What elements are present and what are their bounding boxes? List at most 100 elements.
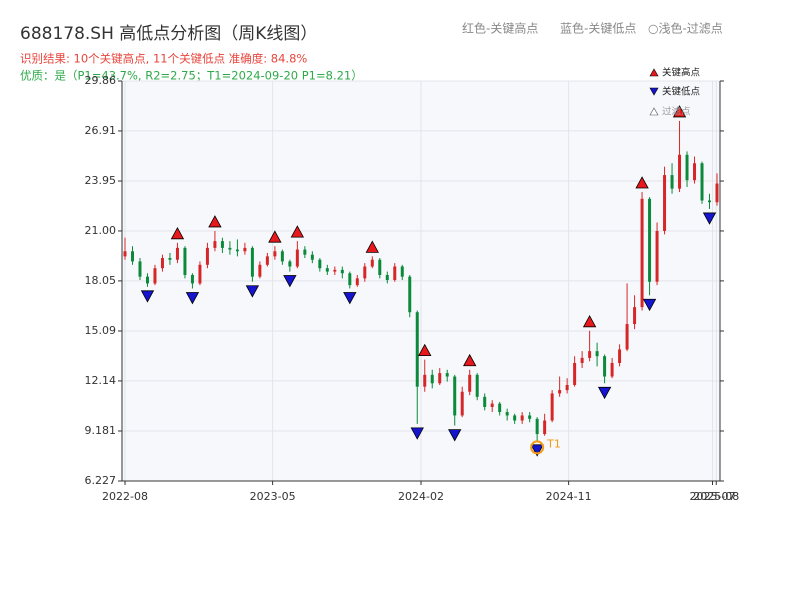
candle-body: [123, 251, 127, 257]
candle-body: [565, 384, 569, 391]
candle-body: [700, 163, 704, 201]
y-tick-label: 12.14: [85, 374, 117, 387]
key-high-marker: [463, 353, 477, 367]
candle-body: [370, 259, 374, 267]
candle-body: [340, 269, 344, 274]
candle-body: [280, 251, 284, 262]
subtitle: 识别结果: 10个关键高点, 11个关键低点 准确度: 84.8%: [20, 52, 307, 66]
candle-body: [468, 374, 472, 392]
key-low-marker: [410, 427, 424, 440]
candle-body: [183, 247, 187, 275]
candle-body: [205, 247, 209, 265]
candle-body: [168, 258, 172, 260]
legend-high-icon: [649, 68, 659, 77]
candle-body: [663, 175, 667, 231]
y-tick-label: 9.181: [85, 424, 117, 437]
candle-body: [378, 259, 382, 275]
candle-body: [198, 264, 202, 284]
y-tick-label: 18.05: [85, 274, 117, 287]
candle-body: [580, 357, 584, 363]
key-low-marker: [702, 212, 717, 225]
candle-body: [228, 247, 232, 250]
y-tick-label: 23.95: [85, 174, 117, 187]
legend-label: 过滤点: [662, 106, 691, 118]
candle-body: [295, 249, 299, 267]
candle-body: [573, 362, 577, 385]
candle-body: [325, 268, 329, 272]
key-high-marker: [290, 225, 305, 238]
candle-body: [460, 391, 464, 416]
key-high-marker: [418, 343, 432, 356]
candle-body: [243, 247, 247, 252]
candle-body: [715, 183, 719, 203]
candle-body: [678, 154, 682, 189]
x-tick-label: 2024-11: [546, 490, 592, 503]
candle-body: [363, 266, 367, 279]
chart-title: 688178.SH 高低点分析图（周K线图）: [20, 24, 317, 44]
candle-body: [655, 230, 659, 282]
y-tick-label: 21.00: [85, 224, 117, 237]
candle-body: [610, 362, 614, 377]
y-tick-label: 6.227: [85, 474, 117, 487]
candle-body: [625, 324, 629, 350]
candle-body: [445, 373, 449, 377]
t1-label: T1: [546, 437, 561, 450]
key-low-marker: [343, 292, 357, 305]
candle-body: [520, 415, 524, 421]
legend-label: 关键高点: [662, 67, 701, 79]
top-legend: 红色-关键高点: [462, 21, 538, 36]
candle-body: [505, 412, 509, 416]
candle-body: [160, 258, 164, 269]
candle-body: [618, 349, 622, 363]
candle-body: [535, 418, 539, 435]
y-tick-label: 29.86: [85, 74, 117, 87]
candle-body: [633, 307, 637, 325]
top-legend: ○浅色-过滤点: [648, 22, 723, 36]
key-low-marker: [185, 292, 200, 305]
candle-body: [483, 396, 487, 407]
t1-marker: [530, 440, 545, 455]
candle-body: [303, 249, 307, 255]
candle-body: [355, 278, 359, 286]
y-tick-label: 26.91: [85, 124, 117, 137]
candle-body: [265, 256, 269, 265]
candle-body: [213, 241, 217, 248]
candle-body: [310, 254, 314, 260]
candle-body: [588, 351, 592, 358]
candle-body: [603, 356, 607, 377]
key-low-marker: [283, 275, 297, 288]
candle-body: [408, 276, 412, 313]
candle-body: [670, 175, 674, 189]
candle-body: [550, 393, 554, 421]
key-high-marker: [365, 240, 379, 253]
key-high-marker: [635, 176, 649, 189]
candle-body: [558, 390, 562, 394]
x-tick-label: 2025-08: [693, 490, 739, 503]
candle-body: [528, 415, 532, 419]
candle-body: [513, 415, 517, 421]
x-tick-label: 2022-08: [102, 490, 148, 503]
y-tick-label: 15.09: [85, 324, 117, 337]
candle-body: [498, 403, 502, 413]
candle-body: [220, 241, 224, 248]
candle-body: [693, 163, 697, 181]
candle-body: [348, 273, 352, 286]
candle-body: [648, 198, 652, 282]
candle-body: [415, 312, 419, 387]
top-legend: 蓝色-关键低点: [560, 22, 636, 36]
candle-body: [138, 261, 142, 277]
legend-label: 关键低点: [662, 86, 701, 98]
candle-body: [288, 261, 292, 267]
candle-body: [333, 269, 337, 272]
key-high-marker: [268, 230, 282, 243]
candle-body: [708, 200, 712, 203]
key-low-marker: [642, 298, 657, 312]
candle-body: [475, 374, 479, 397]
candle-body: [438, 373, 442, 384]
key-low-marker: [597, 386, 612, 400]
legend-low-icon: [649, 87, 659, 96]
x-tick-label: 2025-07: [690, 490, 736, 503]
key-low-marker: [448, 429, 462, 442]
quality-text: 优质：是（P1=43.7%, R2=2.75；T1=2024-09-20 P1=…: [20, 69, 363, 83]
